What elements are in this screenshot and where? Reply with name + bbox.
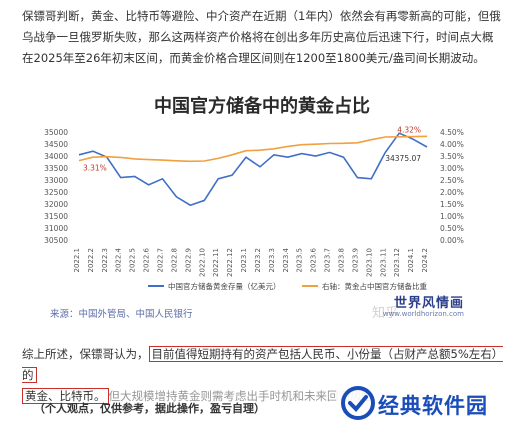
- y-left-tick-label: 31500: [44, 212, 68, 221]
- x-tick-label: 2023.3: [268, 248, 276, 273]
- conclusion-prefix: 综上所述，保镖哥认为，: [22, 347, 149, 361]
- x-tick-label: 2022.3: [101, 248, 109, 273]
- y-right-tick-label: 1.50%: [440, 200, 464, 209]
- y-right-tick-label: 3.50%: [440, 152, 464, 161]
- site-logo-text: 经典软件园: [378, 394, 488, 418]
- x-tick-label: 2023.5: [296, 248, 304, 273]
- x-tick-label: 2022.12: [226, 248, 234, 277]
- disclaimer-note: （个人观点，仅供参考，据此操作，盈亏自理）: [34, 402, 265, 415]
- x-tick-label: 2022.7: [157, 248, 165, 273]
- annotation-start-ratio: 3.31%: [83, 164, 107, 173]
- x-tick-label: 2023.10: [365, 248, 373, 277]
- watermark-url: www.worldhorizon.com: [382, 310, 464, 318]
- conclusion-suffix: 但大规模增持黄金则需考虑出手时机和未来回调风险: [108, 389, 374, 403]
- y-left-tick-label: 33500: [44, 164, 68, 173]
- annotation-end-ratio: 4.32%: [397, 125, 421, 134]
- x-tick-label: 2023.7: [324, 248, 332, 273]
- legend-label-gold-ratio: 右轴：黄金占中国官方储备比重: [322, 281, 427, 291]
- y-right-tick-label: 3.00%: [440, 164, 464, 173]
- x-tick-label: 2022.11: [212, 248, 220, 277]
- legend-label-gold-stock: 中国官方储备黄金存量（亿美元）: [168, 281, 281, 291]
- y-right-tick-label: 2.50%: [440, 176, 464, 185]
- y-left-tick-label: 33000: [44, 176, 68, 185]
- chart-card: 35000 34500 34000 33500 33000 32500 32000 31500…: [38, 80, 486, 332]
- x-tick-label: 2023.12: [393, 248, 401, 277]
- x-tick-label: 2022.1: [73, 248, 81, 273]
- y-right-tick-label: 0.50%: [440, 224, 464, 233]
- y-right-tick-label: 4.50%: [440, 128, 464, 137]
- chart-title: 中国官方储备中的黄金占比: [154, 96, 370, 117]
- gold-reserve-chart: 35000 34500 34000 33500 33000 32500 32000 31500…: [44, 125, 464, 291]
- y-left-tick-label: 34000: [44, 152, 68, 161]
- conclusion-paragraph: 综上所述，保镖哥认为， 目前值得短期持有的资产包括人民币、小份量（占财产总额5%左…: [22, 344, 504, 407]
- x-tick-label: 2022.9: [184, 248, 192, 273]
- x-tick-label: 2023.6: [310, 247, 318, 272]
- y-left-tick-label: 30500: [44, 236, 68, 245]
- series-line-gold-stock: [78, 132, 428, 207]
- x-tick-label: 2024.2: [421, 248, 429, 273]
- x-tick-label: 2024.1: [407, 248, 415, 273]
- y-right-tick-label: 0.00%: [440, 236, 464, 245]
- y-right-tick-label: 4.00%: [440, 140, 464, 149]
- site-logo-icon: [341, 386, 375, 420]
- y-left-tick-label: 32500: [44, 188, 68, 197]
- x-tick-label: 2022.2: [87, 248, 95, 273]
- chart-source: 来源：中国外管局、中国人民银行: [50, 309, 193, 320]
- x-tick-label: 2022.5: [129, 248, 137, 273]
- site-logo: 经典软件园: [336, 384, 516, 422]
- y-right-tick-label: 2.00%: [440, 188, 464, 197]
- x-tick-label: 2023.11: [379, 248, 387, 277]
- x-tick-label: 2023.2: [254, 248, 262, 273]
- x-tick-label: 2022.4: [115, 247, 123, 272]
- x-tick-label: 2022.8: [170, 248, 178, 273]
- intro-paragraph: 保镖哥判断，黄金、比特币等避险、中介资产在近期（1年内）依然会有再零新高的可能，…: [22, 9, 501, 65]
- highlight-box-2: 黄金、比特币。: [22, 388, 109, 404]
- x-tick-label: 2023.8: [338, 248, 346, 273]
- watermark-logo: 世界风情画: [393, 296, 464, 311]
- y-left-tick-label: 32000: [44, 200, 68, 209]
- y-left-tick-label: 34500: [44, 140, 68, 149]
- zhihu-watermark: 知乎: [371, 306, 398, 321]
- x-tick-label: 2023.1: [240, 248, 248, 273]
- y-left-tick-label: 35000: [44, 128, 68, 137]
- series-line-gold-ratio: [78, 135, 428, 163]
- x-tick-label: 2022.10: [198, 248, 206, 277]
- y-right-tick-label: 1.00%: [440, 212, 464, 221]
- annotation-end-stock: 34375.07: [385, 154, 421, 163]
- x-tick-label: 2023.4: [282, 247, 290, 272]
- x-tick-label: 2023.9: [351, 248, 359, 273]
- y-left-tick-label: 31000: [44, 224, 68, 233]
- highlight-box-1: 目前值得短期持有的资产包括人民币、小份量（占财产总额5%左右）的: [22, 346, 504, 383]
- x-tick-label: 2022.6: [143, 247, 151, 272]
